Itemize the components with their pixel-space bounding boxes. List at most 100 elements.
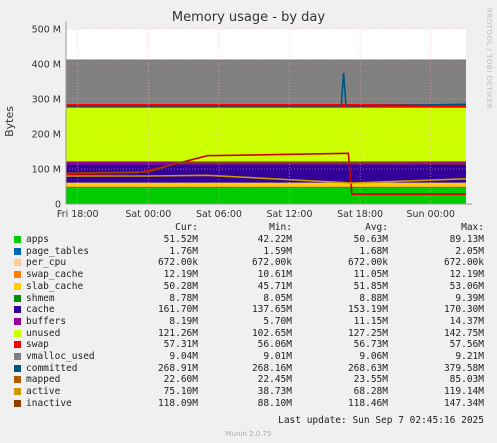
- legend-swatch: [14, 306, 21, 314]
- legend-swatch: [14, 341, 21, 349]
- legend-value-min: 88.10M: [257, 397, 292, 409]
- legend-value-cur: 22.60M: [163, 374, 198, 386]
- legend-swatch: [14, 364, 21, 372]
- legend-value-max: 14.37M: [449, 315, 484, 327]
- legend-value-avg: 11.15M: [353, 315, 388, 327]
- legend-value-cur: 9.04M: [169, 351, 198, 362]
- legend-label: unused: [26, 327, 61, 339]
- legend-value-avg: 127.25M: [347, 327, 388, 339]
- legend-value-min: 56.06M: [257, 339, 292, 351]
- chart-title: Memory usage - by day: [171, 10, 326, 25]
- legend-value-min: 9.01M: [263, 351, 292, 362]
- legend-label: buffers: [26, 315, 67, 327]
- y-tick-label: 500 M: [32, 25, 61, 36]
- legend-value-cur: 8.19M: [169, 315, 198, 327]
- x-tick-label: Sat 00:00: [125, 209, 171, 220]
- legend-swatch: [14, 399, 21, 407]
- legend-row-committed: committed 268.91M 268.16M 268.63M 379.58M: [0, 363, 497, 374]
- legend-row-vmalloc-used: vmalloc_used 9.04M 9.01M 9.06M 9.21M: [0, 351, 497, 362]
- legend-row-slab-cache: slab_cache 50.28M 45.71M 51.85M 53.06M: [0, 281, 497, 292]
- line-active: [66, 174, 467, 184]
- legend-value-max: 9.21M: [455, 351, 484, 362]
- legend-value-min: 22.45M: [257, 374, 292, 386]
- legend-label: committed: [26, 362, 78, 374]
- legend-value-max: 85.03M: [449, 374, 484, 386]
- legend-value-avg: 268.63M: [347, 362, 388, 374]
- legend-label: vmalloc_used: [26, 351, 95, 362]
- legend-swatch: [14, 271, 21, 279]
- legend-row-active: active 75.10M 38.73M 68.28M 119.14M: [0, 386, 497, 397]
- y-tick-label: 300 M: [32, 95, 61, 106]
- legend-swatch: [14, 388, 21, 396]
- legend-value-avg: 51.85M: [353, 280, 388, 292]
- legend-value-cur: 57.31M: [163, 339, 198, 351]
- legend-swatch: [14, 317, 21, 325]
- y-tick-label: 100 M: [32, 165, 61, 176]
- legend-label: mapped: [26, 374, 61, 386]
- area-cache: [66, 107, 466, 162]
- legend-swatch: [14, 294, 21, 302]
- x-tick-label: Fri 18:00: [57, 209, 99, 220]
- legend-value-max: 53.06M: [449, 280, 484, 292]
- legend-label: apps: [26, 234, 49, 245]
- legend-value-min: 5.70M: [263, 315, 292, 327]
- line-swap: [65, 152, 466, 195]
- legend-swatch: [14, 353, 21, 360]
- legend-swatch: [14, 259, 21, 267]
- legend-value-max: 147.34M: [443, 397, 484, 409]
- legend-value-max: 379.58M: [443, 362, 484, 374]
- y-tick-label: 400 M: [32, 60, 61, 71]
- rrdtool-credit: RRDTOOL / TOBI OETIKER: [485, 8, 493, 110]
- legend-value-min: 137.65M: [251, 304, 292, 316]
- legend-value-avg: 8.88M: [359, 292, 388, 304]
- legend-label: swap: [26, 339, 49, 351]
- legend-label: swap_cache: [26, 269, 84, 281]
- legend-value-avg: 11.05M: [353, 269, 388, 281]
- legend-value-min: 8.05M: [263, 292, 292, 304]
- legend-value-avg: 1.68M: [359, 245, 388, 257]
- legend-value-cur: 121.26M: [157, 327, 198, 339]
- legend-value-cur: 75.10M: [163, 386, 198, 398]
- line-inactive: [65, 161, 467, 174]
- column-header-max: Max:: [461, 222, 484, 233]
- legend-label: inactive: [26, 397, 72, 409]
- legend-value-avg: 68.28M: [353, 386, 388, 398]
- legend-value-cur: 51.52M: [163, 234, 198, 245]
- area-apps: [66, 187, 466, 204]
- legend-value-min: 42.22M: [257, 234, 292, 245]
- legend-row-apps: apps 51.52M 42.22M 50.63M 89.13M: [0, 234, 497, 245]
- legend-value-avg: 672.00k: [347, 257, 388, 269]
- legend-label: slab_cache: [26, 280, 84, 292]
- last-update: Last update: Sun Sep 7 02:45:16 2025: [278, 415, 484, 426]
- legend-value-avg: 153.19M: [347, 304, 388, 316]
- legend-value-cur: 118.09M: [157, 397, 198, 409]
- legend-value-min: 45.71M: [257, 280, 292, 292]
- column-header-avg: Avg:: [365, 222, 388, 233]
- x-tick-label: Sat 06:00: [196, 209, 242, 220]
- legend-value-max: 170.30M: [443, 304, 484, 316]
- y-tick-label: 200 M: [32, 130, 61, 141]
- legend-row-swap-cache: swap_cache 12.19M 10.61M 11.05M 12.19M: [0, 269, 497, 280]
- legend-row-page-tables: page_tables 1.76M 1.59M 1.68M 2.05M: [0, 246, 497, 257]
- legend-value-avg: 9.06M: [359, 351, 388, 362]
- legend-row-swap: swap 57.31M 56.06M 56.73M 57.56M: [0, 339, 497, 350]
- legend-label: shmem: [26, 292, 55, 304]
- legend-row-mapped: mapped 22.60M 22.45M 23.55M 85.03M: [0, 374, 497, 385]
- legend-value-cur: 1.76M: [169, 245, 198, 257]
- legend-value-avg: 23.55M: [353, 374, 388, 386]
- legend-swatch: [14, 282, 21, 290]
- legend-value-max: 2.05M: [455, 245, 484, 257]
- legend-value-max: 142.75M: [443, 327, 484, 339]
- legend-label: cache: [26, 304, 55, 316]
- x-tick-label: Sun 00:00: [406, 209, 454, 220]
- legend-label: active: [26, 386, 61, 398]
- legend-label: per_cpu: [26, 257, 67, 269]
- legend-value-avg: 56.73M: [353, 339, 388, 351]
- legend-value-max: 57.56M: [449, 339, 484, 351]
- column-header-cur: Cur:: [175, 222, 198, 233]
- legend-swatch: [14, 329, 21, 337]
- legend-value-max: 672.00k: [443, 257, 484, 269]
